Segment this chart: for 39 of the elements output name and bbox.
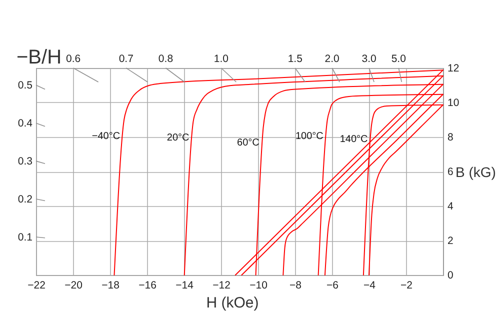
series-label: 140°C xyxy=(340,134,368,146)
text: 2.0 xyxy=(324,53,340,65)
y2-tick-label: 2 xyxy=(448,235,454,247)
y-axis-title: −B/H xyxy=(16,46,62,68)
x-tick-label: −4 xyxy=(364,280,376,292)
y-tick-label: 0.4 xyxy=(18,118,33,130)
y2-tick-label: 6 xyxy=(448,166,454,178)
text: 1.0 xyxy=(214,53,229,65)
text: 0.7 xyxy=(118,53,134,65)
series-label: 20°C xyxy=(166,132,190,144)
y-tick-label: 0.1 xyxy=(18,232,33,244)
text: 3.0 xyxy=(362,53,377,65)
y2-tick-label: 8 xyxy=(448,132,454,144)
y2-tick-label: 0 xyxy=(448,270,454,282)
series-label: 60°C xyxy=(237,138,260,149)
x-axis-title: H (kOe) xyxy=(206,294,259,312)
text: 0.8 xyxy=(158,53,174,65)
x-tick-label: −2 xyxy=(400,280,413,292)
y-tick-label: 0.3 xyxy=(18,156,33,168)
x-tick-label: −6 xyxy=(326,280,339,292)
x-tick-label: −16 xyxy=(138,280,157,292)
y2-tick-label: 4 xyxy=(448,200,454,212)
x-tick-label: −12 xyxy=(212,280,231,292)
y-tick-label: 0.2 xyxy=(18,194,33,206)
series-label: 100°C xyxy=(295,130,324,142)
y2-tick-label: 12 xyxy=(448,62,460,74)
y2-tick-label: 10 xyxy=(448,97,460,109)
x-tick-label: −8 xyxy=(290,280,302,292)
y-tick-label: 0.5 xyxy=(18,80,33,92)
x-tick-label: −20 xyxy=(64,280,83,292)
x-tick-label: −14 xyxy=(176,280,194,292)
text: 5.0 xyxy=(391,53,406,65)
text: 1.5 xyxy=(288,53,303,65)
x-tick-label: −22 xyxy=(28,280,46,292)
x-tick-label: −10 xyxy=(250,280,268,292)
x-tick-label: −18 xyxy=(102,280,120,292)
y2-axis-title: B (kG) xyxy=(456,164,496,180)
series-label: −40°C xyxy=(92,130,120,142)
text: 0.6 xyxy=(66,53,81,65)
